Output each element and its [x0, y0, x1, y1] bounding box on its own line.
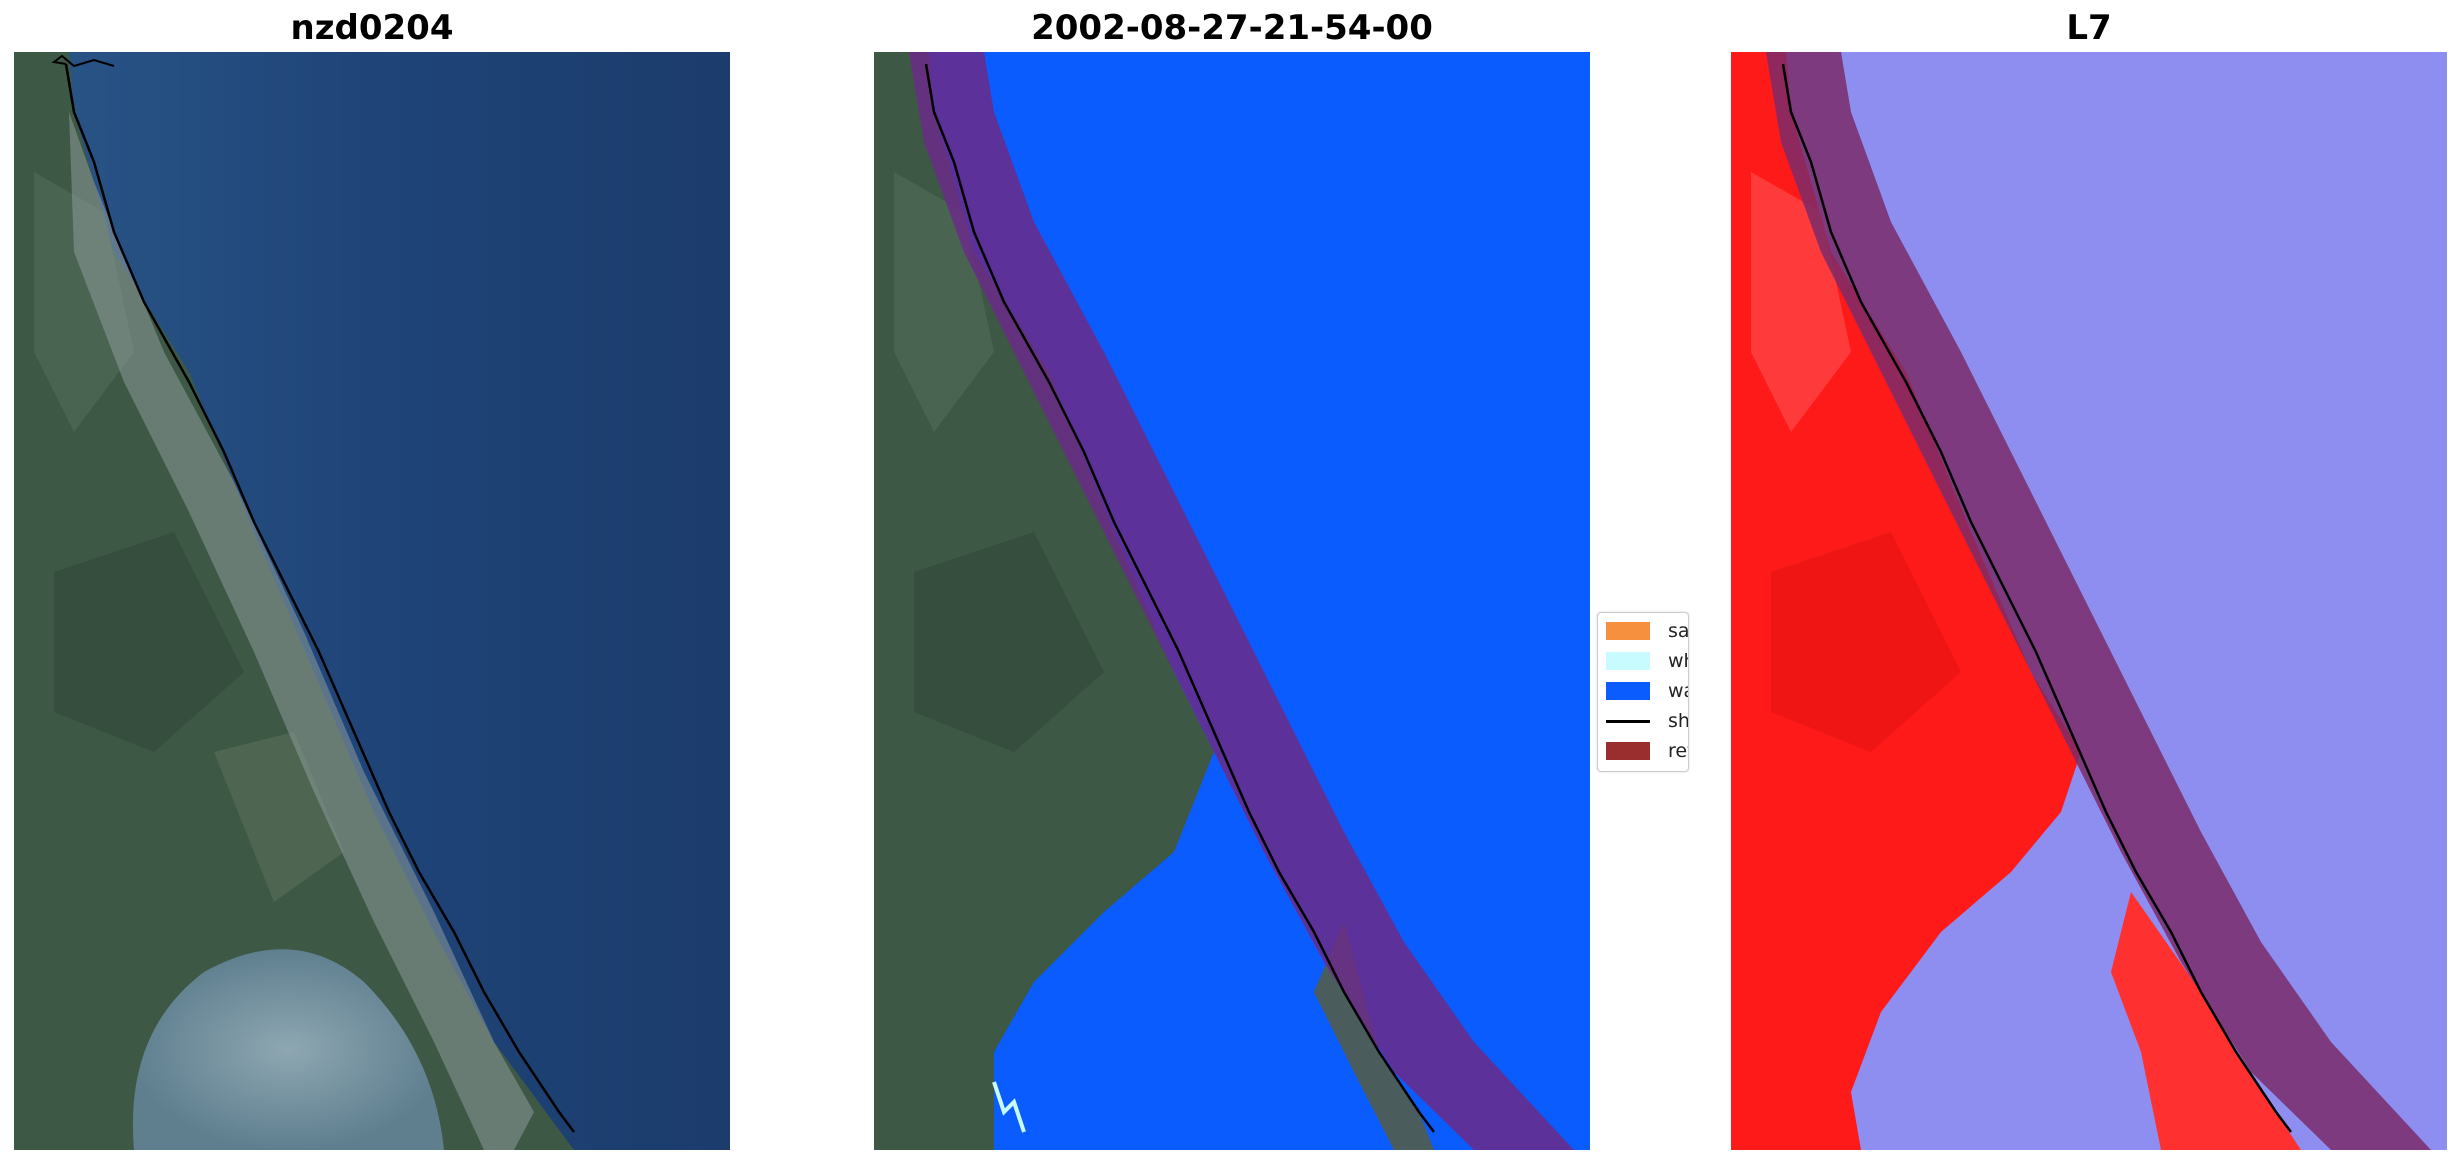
legend-label-water: water — [1668, 680, 1688, 702]
legend-label-whitewater: whitewater — [1668, 650, 1688, 672]
panel-title-rgb: nzd0204 — [290, 8, 454, 48]
shoreline-line — [64, 63, 575, 1133]
shoreline-line-swatch — [1606, 719, 1650, 723]
classified-image — [874, 52, 1590, 1150]
rgb-satellite-image — [14, 52, 730, 1150]
panel-title-classified: 2002-08-27-21-54-00 — [1031, 8, 1433, 48]
land-area — [14, 52, 574, 1150]
sand-swatch — [1606, 622, 1650, 640]
legend-item-reference: reference shoreline buffer — [1606, 737, 1688, 765]
lagoon-area — [132, 949, 444, 1150]
shoreline-line — [924, 63, 1435, 1133]
water-index-image — [1731, 52, 2447, 1150]
reference-swatch — [1606, 742, 1650, 760]
reference-buffer — [909, 52, 1574, 1150]
water-swatch — [1606, 682, 1650, 700]
legend-label-shoreline: shoreline — [1668, 710, 1689, 732]
legend-item-sand: sand — [1606, 617, 1689, 645]
shoreline-line — [1781, 63, 2292, 1133]
map-legend: sand whitewater water shoreline referenc… — [1597, 612, 1689, 772]
whitewater-swatch — [1606, 652, 1650, 670]
legend-label-reference: reference shoreline buffer — [1668, 740, 1688, 762]
legend-item-shoreline: shoreline — [1606, 707, 1689, 735]
legend-item-water: water — [1606, 677, 1688, 705]
reference-buffer — [1766, 52, 2431, 1150]
legend-label-sand: sand — [1668, 620, 1689, 642]
urban-strip — [69, 112, 534, 1150]
legend-item-whitewater: whitewater — [1606, 647, 1688, 675]
panel-title-index: L7 — [2066, 8, 2112, 48]
index-spit-area — [2111, 892, 2301, 1150]
